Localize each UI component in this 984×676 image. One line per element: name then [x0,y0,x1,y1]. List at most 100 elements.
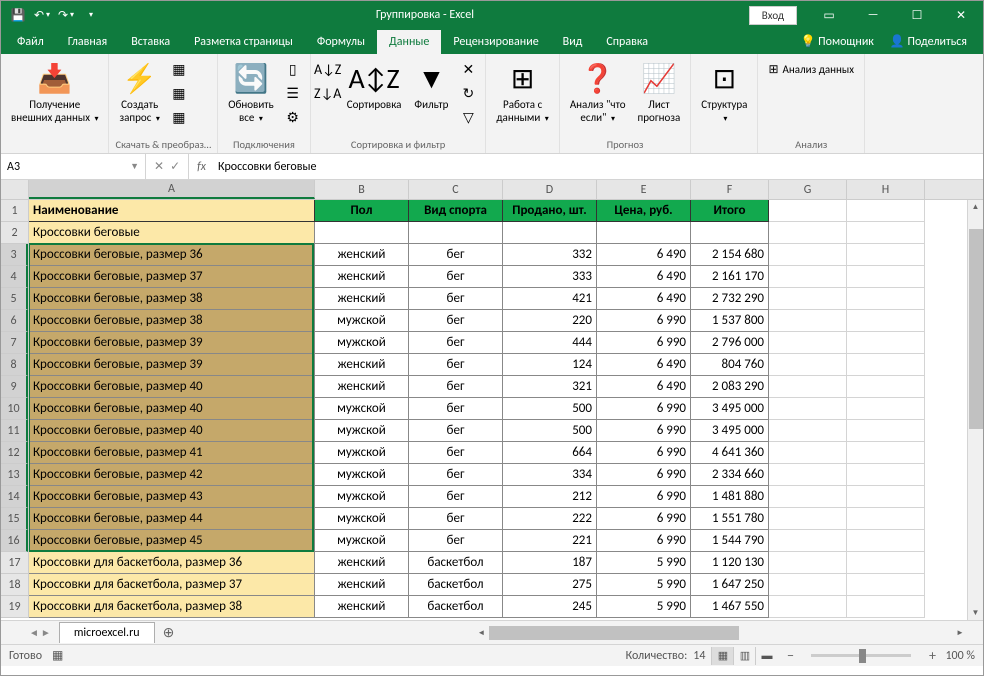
ribbon-btn-Фильтр[interactable]: ▼Фильтр [409,58,453,113]
header-cell[interactable]: Итого [691,200,769,222]
cell[interactable]: баскетбол [409,552,503,574]
menu-вид[interactable]: Вид [551,30,595,54]
cell[interactable] [315,222,409,244]
header-cell[interactable]: Наименование [29,200,315,222]
tab-next-icon[interactable]: ► [41,626,51,639]
cell[interactable]: женский [315,574,409,596]
cell[interactable]: 6 990 [597,486,691,508]
row-header-9[interactable]: 9 [1,376,28,398]
cell[interactable]: 220 [503,310,597,332]
cell[interactable]: 4 641 360 [691,442,769,464]
cell[interactable]: 333 [503,266,597,288]
cell[interactable]: 3 495 000 [691,420,769,442]
cell[interactable]: бег [409,420,503,442]
cell[interactable]: 6 490 [597,266,691,288]
cell[interactable]: бег [409,244,503,266]
header-cell[interactable]: Вид спорта [409,200,503,222]
cell[interactable]: мужской [315,310,409,332]
ribbon-options-icon[interactable]: ▭ [807,1,851,29]
cell[interactable]: мужской [315,464,409,486]
cell[interactable]: мужской [315,420,409,442]
cell[interactable]: женский [315,376,409,398]
select-all-corner[interactable] [1,180,29,200]
cell[interactable]: 1 647 250 [691,574,769,596]
cell[interactable]: 2 796 000 [691,332,769,354]
cell[interactable]: 421 [503,288,597,310]
cell[interactable]: баскетбол [409,596,503,618]
cell[interactable]: баскетбол [409,574,503,596]
cell[interactable]: бег [409,310,503,332]
menu-файл[interactable]: Файл [5,30,56,54]
menu-формулы[interactable]: Формулы [305,30,377,54]
vscroll-thumb[interactable] [969,229,983,429]
cell[interactable]: 6 490 [597,354,691,376]
cell[interactable]: мужской [315,398,409,420]
cell[interactable]: мужской [315,486,409,508]
header-cell[interactable] [769,200,847,222]
cell[interactable]: бег [409,442,503,464]
cell[interactable] [847,398,925,420]
ribbon-btn-Обновить[interactable]: 🔄Обновитьвсе ▾ [224,58,277,128]
cell[interactable]: Кроссовки беговые, размер 38 [29,310,315,332]
name-box[interactable]: ▼ [1,154,146,179]
tab-prev-icon[interactable]: ◄ [29,626,39,639]
cell[interactable] [847,552,925,574]
cell[interactable]: 5 990 [597,596,691,618]
fx-icon[interactable]: fx [189,160,214,174]
ribbon-small-btn[interactable]: ▦ [168,58,190,80]
ribbon-small-btn[interactable]: ⚙ [282,106,304,128]
cell[interactable]: 2 161 170 [691,266,769,288]
cell[interactable]: Кроссовки беговые, размер 40 [29,376,315,398]
ribbon-btn-Работа с[interactable]: ⊞Работа сданными ▾ [492,58,552,128]
cell[interactable]: женский [315,596,409,618]
cell[interactable]: 444 [503,332,597,354]
name-box-dropdown-icon[interactable]: ▼ [130,161,139,172]
cell[interactable]: 2 154 680 [691,244,769,266]
cell[interactable]: 1 467 550 [691,596,769,618]
cell[interactable]: бег [409,332,503,354]
cell[interactable]: бег [409,398,503,420]
row-header-18[interactable]: 18 [1,574,28,596]
row-header-5[interactable]: 5 [1,288,28,310]
cell[interactable] [769,310,847,332]
cell[interactable]: 5 990 [597,552,691,574]
col-header-E[interactable]: E [597,180,691,199]
cell[interactable]: 222 [503,508,597,530]
menu-разметка страницы[interactable]: Разметка страницы [182,30,305,54]
col-header-F[interactable]: F [691,180,769,199]
save-icon[interactable]: 💾 [7,4,29,26]
cell[interactable]: 124 [503,354,597,376]
col-header-B[interactable]: B [315,180,409,199]
cell[interactable]: бег [409,266,503,288]
cell[interactable]: женский [315,354,409,376]
cell[interactable] [847,244,925,266]
cell[interactable]: бег [409,530,503,552]
cell[interactable] [847,222,925,244]
cell[interactable]: бег [409,508,503,530]
cell[interactable]: 804 760 [691,354,769,376]
cell[interactable] [769,376,847,398]
add-sheet-icon[interactable]: ⊕ [163,624,175,641]
macro-record-icon[interactable]: ▦ [52,648,63,663]
ribbon-small-btn[interactable]: ▦ [168,106,190,128]
cell[interactable]: 500 [503,398,597,420]
cell[interactable] [847,574,925,596]
cell[interactable]: 2 083 290 [691,376,769,398]
cell[interactable]: Кроссовки беговые, размер 44 [29,508,315,530]
ribbon-btn-Сортировка[interactable]: A↕ZСортировка [343,58,406,113]
row-header-6[interactable]: 6 [1,310,28,332]
hscroll-thumb[interactable] [489,626,739,640]
cell[interactable]: Кроссовки беговые, размер 43 [29,486,315,508]
cell[interactable]: 321 [503,376,597,398]
cell[interactable] [769,222,847,244]
accept-formula-icon[interactable]: ✓ [170,159,180,174]
cell[interactable]: Кроссовки беговые, размер 37 [29,266,315,288]
row-header-12[interactable]: 12 [1,442,28,464]
vertical-scrollbar[interactable]: ▲ ▼ [967,200,983,620]
cell[interactable]: бег [409,288,503,310]
cell[interactable] [847,420,925,442]
cell[interactable] [409,222,503,244]
ribbon-btn-Лист[interactable]: 📈Листпрогноза [634,58,685,126]
cell[interactable] [769,354,847,376]
cell[interactable]: 1 544 790 [691,530,769,552]
